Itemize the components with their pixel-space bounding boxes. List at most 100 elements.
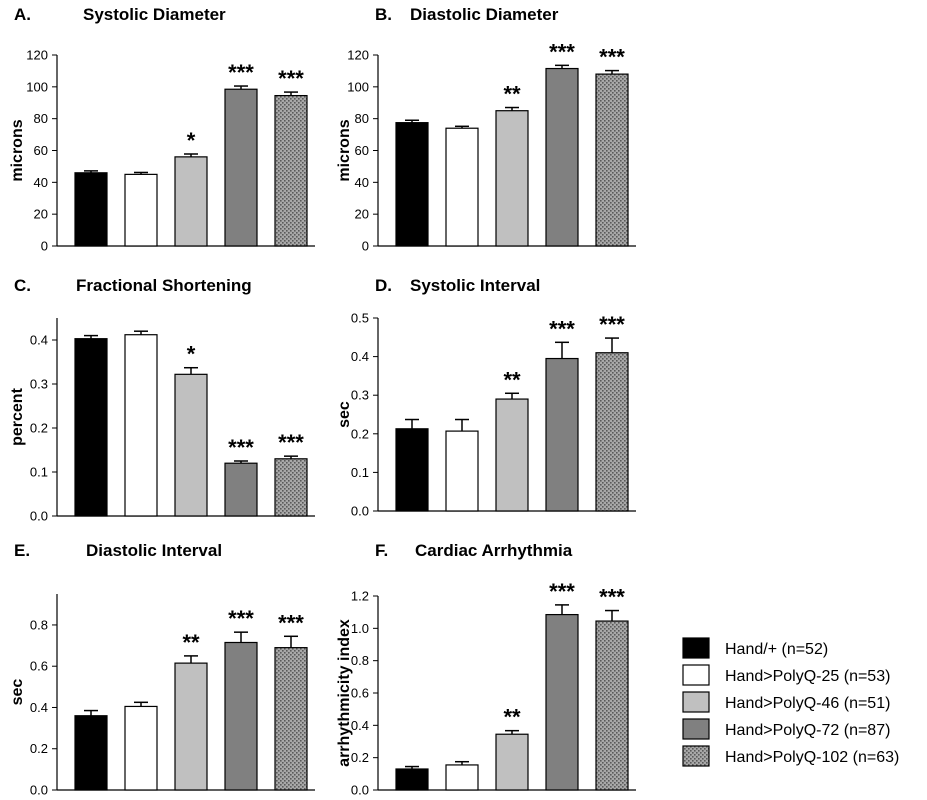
legend-label: Hand>PolyQ-102 (n=63)	[725, 749, 899, 766]
significance-marker: ***	[549, 316, 575, 341]
significance-marker: **	[182, 630, 200, 655]
bar-Hand/+	[74, 338, 108, 517]
y-tick-label: 20	[34, 207, 48, 222]
bar-Hand>PolyQ-25	[445, 430, 479, 512]
legend-swatch	[682, 664, 710, 686]
significance-marker: ***	[278, 610, 304, 635]
y-tick-label: 0.3	[351, 388, 369, 403]
panel-title: Systolic Diameter	[83, 5, 226, 24]
y-tick-label: 0.0	[351, 783, 369, 798]
y-axis-label: sec	[336, 401, 353, 428]
y-tick-label: 0.2	[30, 741, 48, 756]
y-tick-label: 0.6	[30, 659, 48, 674]
legend-label: Hand>PolyQ-72 (n=87)	[725, 722, 890, 739]
y-axis-label: sec	[9, 679, 26, 706]
y-axis-label: percent	[9, 387, 26, 445]
y-tick-label: 0.4	[30, 333, 48, 348]
y-tick-label: 0.6	[351, 686, 369, 701]
y-tick-label: 60	[355, 143, 369, 158]
y-tick-label: 120	[26, 48, 48, 63]
y-tick-label: 100	[347, 79, 369, 94]
bar-Hand/+	[74, 172, 108, 247]
significance-marker: ***	[549, 39, 575, 64]
legend: Hand/+ (n=52) Hand>PolyQ-25 (n=53) Hand>Po…	[682, 637, 899, 767]
bar-Hand>PolyQ-25	[124, 334, 158, 517]
bar-Hand>PolyQ-46	[174, 662, 208, 791]
bar-Hand>PolyQ-25	[124, 705, 158, 791]
y-axis-label: microns	[336, 119, 353, 181]
y-tick-label: 0.2	[30, 421, 48, 436]
y-tick-label: 120	[347, 48, 369, 63]
y-tick-label: 0.4	[351, 349, 369, 364]
y-tick-label: 0.8	[351, 653, 369, 668]
significance-marker: *	[187, 128, 196, 153]
legend-swatch	[682, 691, 710, 713]
significance-marker: ***	[228, 606, 254, 631]
significance-marker: ***	[278, 430, 304, 455]
bar-Hand>PolyQ-72	[545, 67, 579, 247]
significance-marker: ***	[599, 585, 625, 610]
y-tick-label: 0.2	[351, 426, 369, 441]
panel-title: Systolic Interval	[410, 276, 540, 295]
y-tick-label: 0.4	[30, 700, 48, 715]
panel-letter: B.	[375, 5, 392, 24]
y-tick-label: 40	[34, 175, 48, 190]
chart-panel-1: A. Systolic Diameter microns 0 20 40 60 80 100 12…	[9, 5, 315, 254]
y-tick-label: 0.0	[30, 509, 48, 524]
y-tick-label: 0	[362, 239, 369, 254]
y-tick-label: 60	[34, 143, 48, 158]
significance-marker: ***	[599, 312, 625, 337]
panel-letter: C.	[14, 276, 31, 295]
legend-swatch	[682, 745, 710, 767]
legend-item: Hand/+ (n=52)	[682, 637, 828, 659]
y-tick-label: 0.0	[351, 504, 369, 519]
y-tick-label: 0.1	[30, 465, 48, 480]
legend-label: Hand>PolyQ-46 (n=51)	[725, 695, 890, 712]
y-tick-label: 0.2	[351, 750, 369, 765]
y-tick-label: 100	[26, 79, 48, 94]
y-tick-label: 80	[34, 111, 48, 126]
y-tick-label: 0.4	[351, 718, 369, 733]
bar-Hand>PolyQ-46	[174, 156, 208, 247]
legend-swatch	[682, 718, 710, 740]
bar-Hand>PolyQ-72	[224, 462, 258, 517]
bar-Hand/+	[74, 715, 108, 791]
legend-item: Hand>PolyQ-72 (n=87)	[682, 718, 890, 740]
bar-Hand>PolyQ-72	[545, 357, 579, 512]
panel-title: Cardiac Arrhythmia	[415, 541, 573, 560]
bar-Hand/+	[395, 428, 429, 512]
y-axis-label: microns	[9, 119, 26, 181]
panel-title: Fractional Shortening	[76, 276, 252, 295]
panel-letter: A.	[14, 5, 31, 24]
significance-marker: ***	[278, 66, 304, 91]
bar-Hand>PolyQ-102	[595, 73, 629, 247]
panel-title: Diastolic Diameter	[410, 5, 559, 24]
significance-marker: **	[503, 705, 521, 730]
legend-item: Hand>PolyQ-102 (n=63)	[682, 745, 899, 767]
y-tick-label: 0	[41, 239, 48, 254]
bar-Hand/+	[395, 768, 429, 791]
y-tick-label: 0.5	[351, 311, 369, 326]
chart-panel-3: C. Fractional Shortening percent 0.0 0.1 0.2 0…	[9, 276, 315, 524]
y-tick-label: 0.3	[30, 377, 48, 392]
significance-marker: ***	[599, 45, 625, 70]
significance-marker: **	[503, 82, 521, 107]
legend-item: Hand>PolyQ-25 (n=53)	[682, 664, 890, 686]
chart-panel-5: E. Diastolic Interval sec 0.0 0.2 0.4 0.6 0.8 **…	[9, 541, 315, 798]
legend-swatch	[682, 637, 710, 659]
significance-marker: ***	[228, 60, 254, 85]
significance-marker: ***	[549, 579, 575, 604]
panel-title: Diastolic Interval	[86, 541, 222, 560]
y-tick-label: 0.1	[351, 465, 369, 480]
significance-marker: *	[187, 342, 196, 367]
y-tick-label: 1.0	[351, 621, 369, 636]
bar-Hand>PolyQ-102	[274, 94, 308, 247]
y-axis-label: arrhythmicity index	[336, 619, 353, 767]
bar-Hand/+	[395, 122, 429, 247]
bar-Hand>PolyQ-25	[445, 127, 479, 247]
panel-letter: F.	[375, 541, 388, 560]
bar-Hand>PolyQ-102	[595, 620, 629, 791]
panel-letter: D.	[375, 276, 392, 295]
bar-Hand>PolyQ-25	[124, 173, 158, 247]
